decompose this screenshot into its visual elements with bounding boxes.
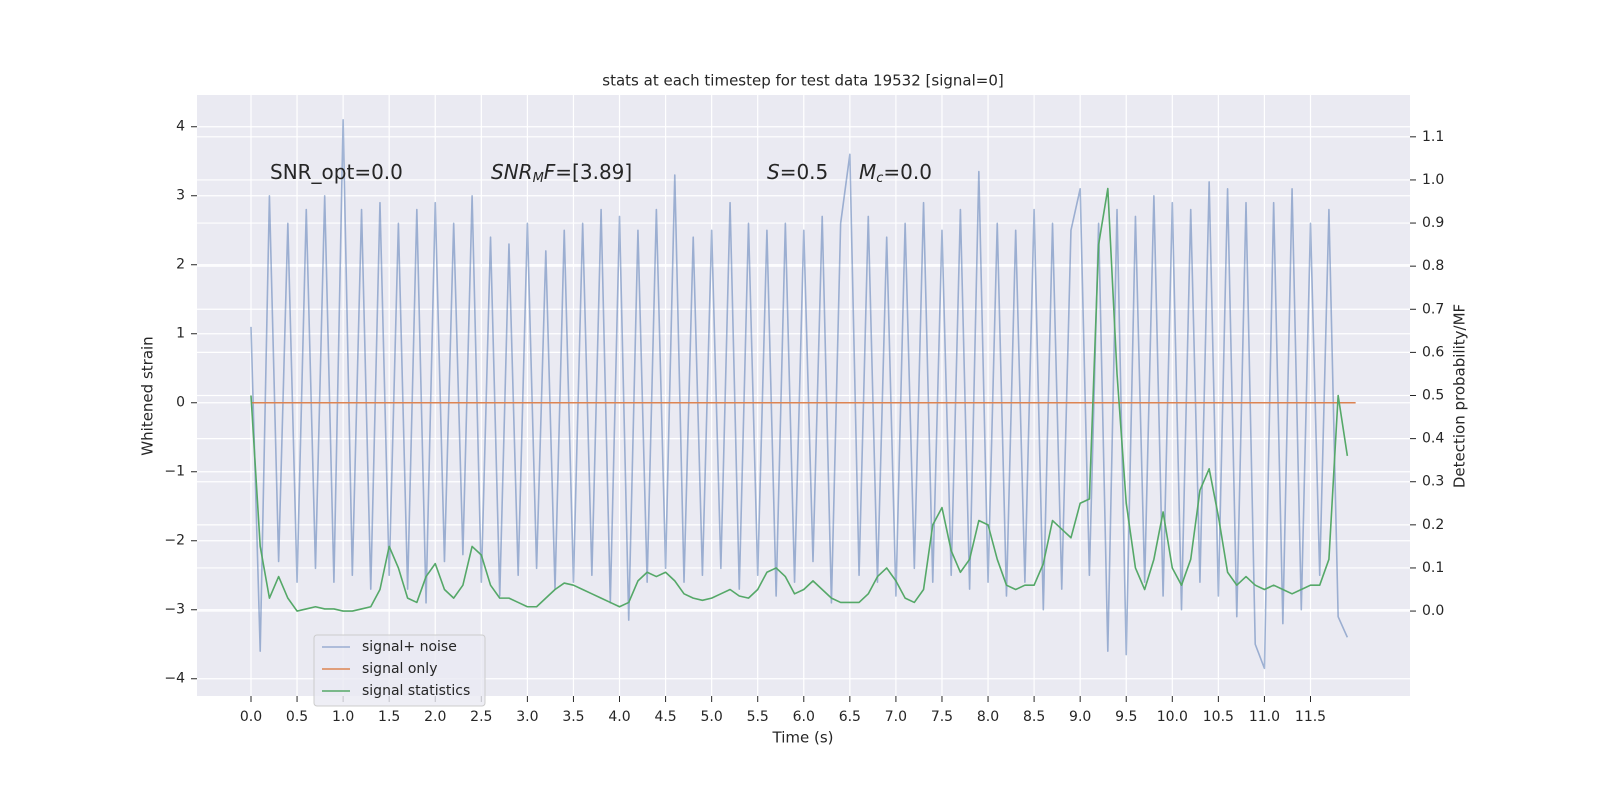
y-tick-label: −4 [164, 671, 185, 687]
annotation-part: =[3.89] [555, 160, 632, 184]
y2-tick-label: 0.5 [1422, 388, 1444, 404]
y-tick-label: 0 [176, 395, 185, 411]
x-tick-label: 6.5 [839, 709, 861, 725]
x-tick-label: 8.5 [1023, 709, 1045, 725]
y2-tick-label: 0.1 [1422, 560, 1444, 576]
x-tick-label: 10.5 [1203, 709, 1234, 725]
legend-label: signal only [362, 661, 437, 677]
x-tick-label: 10.0 [1157, 709, 1188, 725]
y2-tick-label: 1.1 [1422, 129, 1444, 145]
y2-tick-label: 0.3 [1422, 474, 1444, 490]
annotation-part: F [544, 160, 556, 184]
chart-title: stats at each timestep for test data 195… [602, 72, 1003, 90]
x-tick-label: 2.5 [470, 709, 492, 725]
y-tick-label: −1 [164, 464, 185, 480]
y2-tick-label: 0.4 [1422, 431, 1444, 447]
legend-label: signal+ noise [362, 639, 457, 655]
x-tick-label: 0.5 [286, 709, 308, 725]
x-tick-label: 2.0 [424, 709, 446, 725]
annotation: S=0.5 [767, 160, 828, 184]
y2-tick-label: 0.6 [1422, 344, 1444, 360]
y-tick-label: 3 [176, 188, 185, 204]
y2-tick-label: 0.0 [1422, 603, 1444, 619]
x-tick-label: 6.0 [793, 709, 815, 725]
annotation: SNRMF=[3.89] [491, 160, 632, 186]
y2-tick-label: 1.0 [1422, 172, 1444, 188]
x-tick-label: 9.5 [1115, 709, 1137, 725]
x-tick-label: 1.5 [378, 709, 400, 725]
x-tick-label: 7.5 [931, 709, 953, 725]
y2-tick-label: 0.8 [1422, 258, 1444, 274]
x-tick-label: 4.5 [654, 709, 676, 725]
annotation: Mc=0.0 [859, 160, 932, 186]
annotation-part: M [859, 160, 876, 184]
y-axis-label: Whitened strain [139, 336, 157, 455]
x-axis-label: Time (s) [772, 729, 834, 747]
x-tick-label: 9.0 [1069, 709, 1091, 725]
y-tick-label: −3 [164, 602, 185, 618]
y2-tick-label: 0.9 [1422, 215, 1444, 231]
data [250, 119, 1356, 670]
annotation-part: c [876, 171, 883, 186]
annotation-part: =0.5 [780, 160, 829, 184]
y-tick-label: −2 [164, 533, 185, 549]
x-tick-label: 5.0 [701, 709, 723, 725]
x-tick-label: 7.0 [885, 709, 907, 725]
annotation-part: SNR_opt=0.0 [270, 160, 403, 184]
x-tick-label: 0.0 [240, 709, 262, 725]
x-tick-label: 3.0 [516, 709, 538, 725]
series-line [250, 187, 1349, 612]
annotation-part: S [767, 160, 780, 184]
legend-box [313, 634, 486, 707]
y-tick-label: 1 [176, 326, 185, 342]
y-tick-label: 4 [176, 119, 185, 135]
y2-axis-label: Detection probability/MF [1451, 304, 1469, 488]
annotation: SNR_opt=0.0 [270, 160, 403, 184]
x-tick-label: 3.5 [562, 709, 584, 725]
annotation-part: M [533, 171, 544, 186]
x-tick-label: 11.0 [1249, 709, 1280, 725]
x-tick-label: 1.0 [332, 709, 354, 725]
series-line [250, 119, 1349, 670]
annotation-part: SNR [491, 160, 533, 184]
legend: signal+ noise signal only signal statistic… [313, 634, 486, 707]
x-tick-label: 4.0 [608, 709, 630, 725]
x-tick-label: 11.5 [1295, 709, 1326, 725]
annotation-part: =0.0 [883, 160, 932, 184]
y-tick-label: 2 [176, 257, 185, 273]
y2-tick-label: 0.2 [1422, 517, 1444, 533]
y2-tick-label: 0.7 [1422, 301, 1444, 317]
legend-label: signal statistics [362, 683, 470, 699]
x-tick-label: 5.5 [747, 709, 769, 725]
x-tick-label: 8.0 [977, 709, 999, 725]
